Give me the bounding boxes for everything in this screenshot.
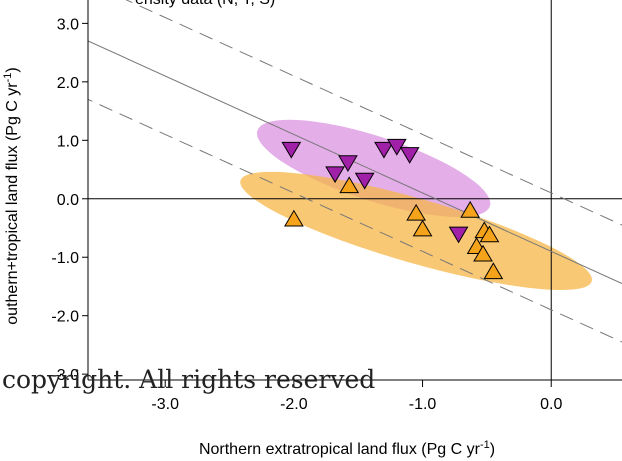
up-triangle-point-4 <box>412 219 433 237</box>
reference-line-solid-1 <box>88 40 622 285</box>
y-tick-label: -2.0 <box>51 309 79 326</box>
y-tick-label: 1.0 <box>57 133 79 150</box>
up-triangle-point-1 <box>284 209 304 227</box>
down-triangle-point-7 <box>399 147 420 164</box>
x-tick-label: -2.0 <box>280 396 308 413</box>
up-triangle-point-10 <box>483 262 504 280</box>
down-triangle-point-4 <box>354 172 375 190</box>
down-triangle-point-5 <box>374 141 394 159</box>
down-triangle-point-1 <box>281 141 302 159</box>
top-label: ensity data (N, T, S) <box>135 0 275 8</box>
x-axis-title: Northern extratropical land flux (Pg C y… <box>199 439 495 458</box>
down-triangle-point-6 <box>386 138 407 156</box>
up-triangle-point-5 <box>460 200 481 218</box>
y-tick-label: 0.0 <box>57 192 79 209</box>
up-triangle-point-2 <box>339 176 360 194</box>
y-tick-label: 3.0 <box>57 16 79 33</box>
y-axis-title: outhern+tropical land flux (Pg C yr-1) <box>2 67 21 324</box>
y-tick-label: -3.0 <box>51 367 79 384</box>
down-triangle-point-8 <box>448 226 469 244</box>
up-triangle-point-8 <box>479 225 500 243</box>
y-tick-label: -1.0 <box>51 250 79 267</box>
markers <box>281 138 504 280</box>
x-tick-label: -1.0 <box>409 396 437 413</box>
y-ticks: 3.0 2.0 1.0 0.0 -1.0 -2.0 -3.0 <box>51 16 88 384</box>
up-triangle-point-3 <box>406 203 426 221</box>
y-tick-label: 2.0 <box>57 75 79 92</box>
x-tick-label: -3.0 <box>151 396 179 413</box>
down-triangle-point-2 <box>338 155 358 173</box>
watermark-text: copyright. All rights reserved <box>2 365 375 394</box>
x-tick-label: 0.0 <box>540 396 562 413</box>
up-triangle-point-9 <box>473 244 493 262</box>
down-triangle-point-3 <box>325 166 345 184</box>
reference-line-dashed-3 <box>88 98 622 343</box>
plot-area <box>88 0 622 380</box>
x-ticks: -3.0 -2.0 -1.0 0.0 <box>151 380 562 413</box>
